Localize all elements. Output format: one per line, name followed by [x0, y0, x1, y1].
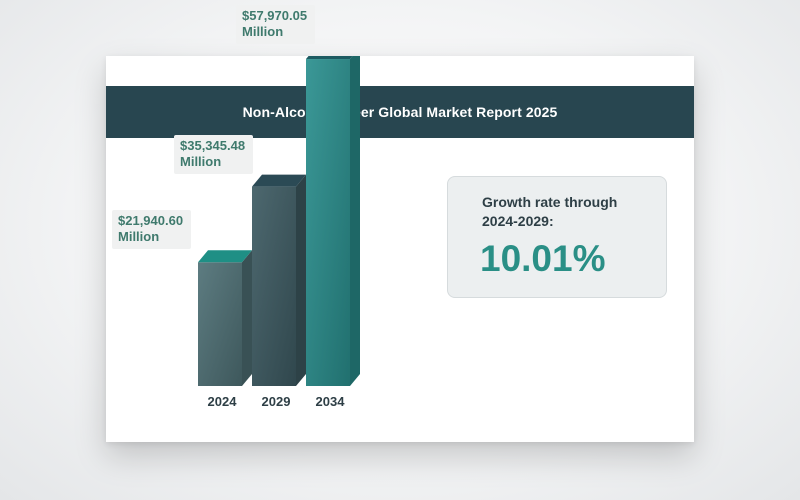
bar-chart: 2024 $21,940.60 Million 2029 $35,345.48 Milli… — [106, 5, 694, 442]
bar-side-2024 — [242, 250, 252, 386]
bar-top-2024 — [198, 250, 252, 263]
bar-side-2034 — [350, 56, 360, 386]
x-tick-label: 2034 — [315, 394, 345, 409]
bar-2034 — [306, 59, 350, 386]
data-label: $35,345.48 Million — [174, 134, 254, 174]
report-card: Non-Alcoholic Beer Global Market Report … — [106, 5, 694, 442]
bars-svg — [198, 56, 360, 386]
report-header: Non-Alcoholic Beer Global Market Report … — [106, 86, 694, 138]
growth-rate-value: 10.01% — [480, 238, 606, 279]
growth-rate-label: Growth rate through 2024-2029: — [482, 194, 618, 229]
data-label: $21,940.60 Million — [112, 210, 192, 250]
bar-2029 — [252, 186, 296, 386]
bar-top-2034 — [306, 56, 353, 60]
data-label: $57,970.05 Million — [236, 5, 316, 45]
x-tick-label: 2024 — [207, 394, 237, 409]
bar-2024 — [198, 262, 242, 386]
growth-rate-box: Growth rate through 2024-2029: 10.01% — [447, 176, 667, 298]
bar-top-2029 — [252, 174, 306, 187]
bar-side-2029 — [296, 174, 306, 386]
x-tick-label: 2029 — [261, 394, 291, 409]
